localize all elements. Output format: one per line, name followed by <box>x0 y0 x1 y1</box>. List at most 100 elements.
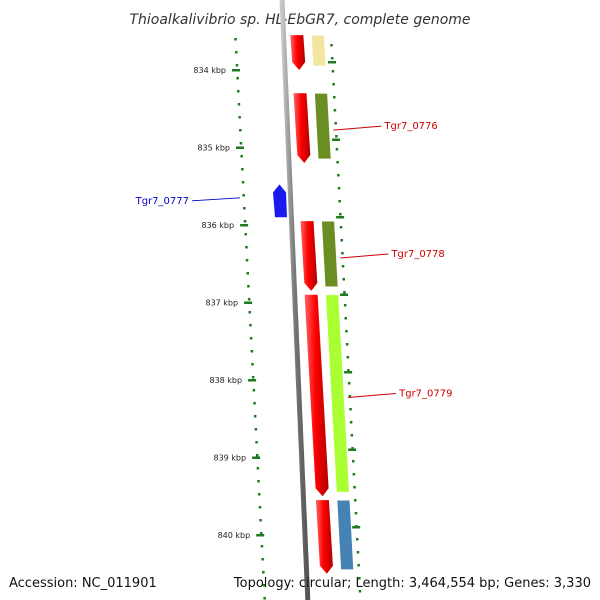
rna-feature[interactable] <box>273 184 287 218</box>
scale-dot <box>246 272 249 275</box>
scale-dot <box>335 148 339 151</box>
scale-dot <box>247 298 251 301</box>
scale-dot <box>243 220 247 223</box>
scale-dot <box>343 291 346 294</box>
scale-dot <box>352 473 356 476</box>
scale-dot <box>239 129 242 132</box>
scale-dot <box>352 460 355 463</box>
scale-dot <box>247 285 250 288</box>
scale-dot <box>245 259 249 262</box>
scale-dot <box>331 70 335 73</box>
scale-dot <box>337 174 340 177</box>
scale-dot <box>236 77 239 80</box>
cog-features <box>310 34 355 571</box>
major-tick <box>232 69 240 72</box>
scale-dot <box>338 200 341 203</box>
gene-labels: Tgr7_0776 Tgr7_0777 Tgr7_0778 Tgr7_0779 <box>135 121 453 399</box>
scale-dot <box>248 311 251 314</box>
accession-text: Accession: NC_011901 <box>9 576 157 591</box>
scale-dot <box>241 168 244 171</box>
scale-dot <box>234 38 237 41</box>
scale-dot <box>261 558 264 561</box>
scale-dot <box>333 96 336 99</box>
scale-dot <box>260 532 263 535</box>
scale-dot <box>330 44 333 47</box>
gene-label[interactable]: Tgr7_0779 <box>398 389 452 400</box>
scale-dot <box>357 564 360 567</box>
scale-dot <box>332 83 335 86</box>
cog-feature[interactable] <box>310 34 327 67</box>
scale-dot <box>358 577 361 580</box>
scale-dot <box>344 317 347 320</box>
genome-backbone <box>279 0 311 600</box>
scale-dot <box>339 226 343 229</box>
major-tick-right <box>344 371 353 374</box>
scale-dot <box>358 590 362 593</box>
scale-dot <box>263 597 266 600</box>
scale-dot <box>251 376 255 379</box>
scale-dot <box>259 519 262 522</box>
scale-dot <box>333 109 337 112</box>
scale-dot <box>348 395 352 398</box>
scale-dot <box>243 207 246 210</box>
cds-feature[interactable] <box>290 35 306 70</box>
cog-feature[interactable] <box>321 220 339 288</box>
tick-label: 837 kbp <box>205 299 238 308</box>
label-leader <box>333 125 382 131</box>
label-leader <box>340 253 389 259</box>
tick-label: 835 kbp <box>197 144 230 153</box>
scale-dot <box>254 428 258 431</box>
major-tick <box>248 379 257 382</box>
tick-label: 838 kbp <box>209 376 242 385</box>
cds-feature[interactable] <box>293 93 311 163</box>
major-tick <box>256 534 265 537</box>
scale-dot <box>335 135 338 138</box>
scale-dot <box>241 181 245 184</box>
scale-dot <box>354 512 358 515</box>
scale-dot <box>346 356 350 359</box>
scale-dot <box>237 103 241 106</box>
label-leader <box>348 393 397 398</box>
scale-dot <box>235 51 238 54</box>
scale-dot <box>257 480 260 483</box>
cds-feature[interactable] <box>315 500 333 574</box>
tick-label: 840 kbp <box>218 531 251 540</box>
scale-dot <box>353 486 356 489</box>
scale-dot <box>256 454 259 457</box>
cog-feature[interactable] <box>325 294 350 493</box>
scale-dot <box>262 584 266 587</box>
genome-summary-text: Topology: circular; Length: 3,464,554 bp… <box>233 576 591 591</box>
cds-feature[interactable] <box>304 294 329 497</box>
cog-feature[interactable] <box>314 92 332 160</box>
major-tick <box>240 224 249 227</box>
scale-dot <box>258 506 262 509</box>
label-leader <box>191 197 241 202</box>
scale-dot <box>340 239 343 242</box>
scale-dot <box>347 382 351 385</box>
scale-dot <box>240 155 243 158</box>
cds-feature[interactable] <box>300 221 318 291</box>
scale-dot <box>349 408 352 411</box>
scale-dot <box>260 545 264 548</box>
scale-dot <box>255 441 258 444</box>
major-tick-right <box>332 138 340 141</box>
scale-dot <box>354 499 357 502</box>
tick-label: 836 kbp <box>201 221 234 230</box>
gene-features <box>273 35 333 574</box>
gene-label[interactable]: Tgr7_0778 <box>390 249 444 260</box>
cog-feature[interactable] <box>336 499 355 571</box>
map-title: Thioalkalivibrio sp. HL-EbGR7, complete … <box>129 12 470 28</box>
scale-dot <box>334 122 337 125</box>
major-tick <box>252 456 261 459</box>
scale-dot <box>345 330 348 333</box>
scale-dot <box>253 415 257 418</box>
scale-dot <box>339 213 342 216</box>
scale-dot <box>350 434 354 437</box>
scale-dot <box>250 350 254 353</box>
gene-label[interactable]: Tgr7_0777 <box>135 196 189 207</box>
gene-label[interactable]: Tgr7_0776 <box>383 121 437 132</box>
scale-dot <box>356 551 360 554</box>
scale-dot <box>347 369 350 372</box>
scale-dot <box>253 402 256 405</box>
